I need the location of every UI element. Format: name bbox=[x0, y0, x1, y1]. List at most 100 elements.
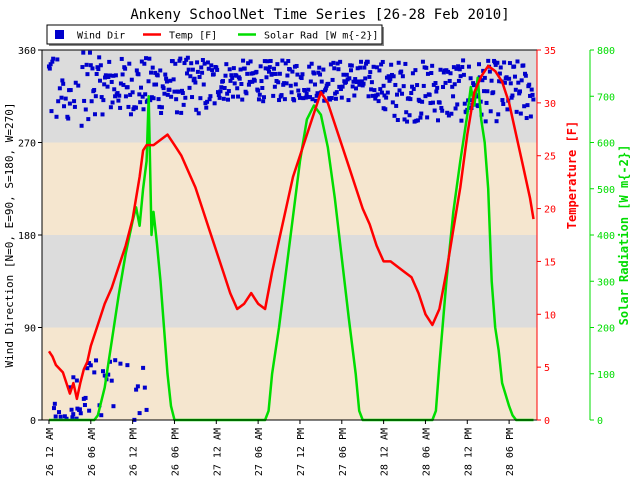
wind-dir-point bbox=[92, 112, 97, 117]
wind-dir-point bbox=[137, 92, 142, 97]
wind-dir-point bbox=[495, 60, 500, 65]
wind-dir-point bbox=[257, 92, 262, 97]
wind-dir-point bbox=[268, 58, 273, 63]
wind-dir-point bbox=[57, 410, 62, 415]
wind-dir-point bbox=[72, 104, 77, 109]
wind-dir-point bbox=[481, 68, 486, 73]
wind-dir-point bbox=[127, 61, 132, 66]
wind-dir-point bbox=[322, 98, 327, 103]
wind-dir-point bbox=[524, 116, 529, 121]
wind-dir-point bbox=[174, 110, 179, 115]
wind-dir-point bbox=[133, 105, 138, 110]
wind-dir-point bbox=[82, 403, 87, 408]
wind-dir-point bbox=[224, 62, 229, 67]
x-tick-label: 26 06 AM bbox=[87, 428, 98, 476]
wind-dir-point bbox=[168, 78, 173, 83]
wind-dir-point bbox=[227, 67, 232, 72]
wind-dir-point bbox=[341, 72, 346, 77]
wind-dir-point bbox=[297, 93, 302, 98]
wind-dir-point bbox=[192, 76, 197, 81]
wind-dir-point bbox=[78, 411, 83, 416]
wind-dir-point bbox=[531, 97, 536, 102]
wind-dir-point bbox=[151, 96, 156, 101]
wind-dir-point bbox=[182, 61, 187, 66]
wind-dir-point bbox=[108, 105, 113, 110]
wind-dir-point bbox=[530, 92, 535, 97]
wind-dir-point bbox=[119, 56, 124, 61]
wind-dir-point bbox=[206, 66, 211, 71]
wind-dir-point bbox=[338, 59, 343, 64]
band-0 bbox=[42, 327, 537, 420]
wind-dir-point bbox=[377, 68, 382, 73]
wind-dir-point bbox=[188, 74, 193, 79]
wind-dir-point bbox=[407, 113, 412, 118]
wind-dir-point bbox=[190, 95, 195, 100]
wind-dir-point bbox=[514, 109, 519, 114]
solar-tick-label: 800 bbox=[597, 46, 615, 57]
wind-dir-point bbox=[62, 104, 67, 109]
wind-dir-point bbox=[118, 81, 123, 86]
wind-dir-point bbox=[117, 93, 122, 98]
wind-dir-point bbox=[522, 104, 527, 109]
wind-dir-point bbox=[375, 92, 380, 97]
wind-dir-point bbox=[429, 71, 434, 76]
wind-dir-point bbox=[452, 82, 457, 87]
wind-dir-point bbox=[496, 112, 501, 117]
wind-dir-point bbox=[352, 93, 357, 98]
wind-dir-point bbox=[181, 102, 186, 107]
wind-dir-point bbox=[359, 59, 364, 64]
wind-dir-point bbox=[144, 407, 149, 412]
wind-dir-point bbox=[218, 89, 223, 94]
wind-dir-point bbox=[439, 105, 444, 110]
wind-dir-point bbox=[441, 84, 446, 89]
wind-dir-point bbox=[85, 366, 90, 371]
temp-tick-label: 20 bbox=[544, 205, 556, 216]
wind-dir-point bbox=[230, 75, 235, 80]
wind-dir-point bbox=[491, 90, 496, 95]
wind-dir-point bbox=[98, 78, 103, 83]
wind-dir-point bbox=[267, 65, 272, 70]
wind-dir-point bbox=[409, 91, 414, 96]
wind-dir-point bbox=[476, 104, 481, 109]
wind-dir-point bbox=[277, 71, 282, 76]
wind-dir-point bbox=[71, 412, 76, 417]
wind-dir-point bbox=[306, 87, 311, 92]
wind-dir-point bbox=[430, 100, 435, 105]
wind-dir-point bbox=[142, 385, 147, 390]
wind-dir-point bbox=[167, 87, 172, 92]
wind-dir-point bbox=[370, 93, 375, 98]
wind-dir-point bbox=[48, 62, 53, 67]
solar-tick-label: 700 bbox=[597, 92, 615, 103]
wind-dir-point bbox=[307, 95, 312, 100]
wind-dir-point bbox=[301, 96, 306, 101]
wind-dir-point bbox=[85, 72, 90, 77]
wind-dir-point bbox=[184, 57, 189, 62]
wind-dir-point bbox=[425, 115, 430, 120]
wind-dir-point bbox=[247, 79, 252, 84]
left-tick-label: 90 bbox=[24, 324, 36, 335]
wind-dir-point bbox=[244, 91, 249, 96]
wind-dir-point bbox=[454, 66, 459, 71]
wind-dir-point bbox=[183, 95, 188, 100]
wind-dir-point bbox=[69, 407, 74, 412]
wind-dir-point bbox=[264, 75, 269, 80]
wind-dir-point bbox=[111, 404, 116, 409]
wind-dir-point bbox=[221, 96, 226, 101]
wind-dir-point bbox=[238, 67, 243, 72]
wind-dir-point bbox=[283, 61, 288, 66]
wind-dir-point bbox=[363, 76, 368, 81]
wind-dir-point bbox=[195, 69, 200, 74]
wind-dir-point bbox=[220, 79, 225, 84]
wind-dir-point bbox=[509, 95, 514, 100]
wind-dir-point bbox=[329, 96, 334, 101]
wind-dir-point bbox=[185, 55, 190, 60]
wind-dir-point bbox=[300, 72, 305, 77]
wind-dir-point bbox=[263, 66, 268, 71]
wind-dir-point bbox=[419, 111, 424, 116]
wind-dir-point bbox=[494, 119, 499, 124]
wind-dir-point bbox=[323, 86, 328, 91]
wind-dir-point bbox=[391, 74, 396, 79]
wind-dir-point bbox=[529, 87, 534, 92]
temp-axis-label: Temperature [F] bbox=[565, 121, 579, 229]
